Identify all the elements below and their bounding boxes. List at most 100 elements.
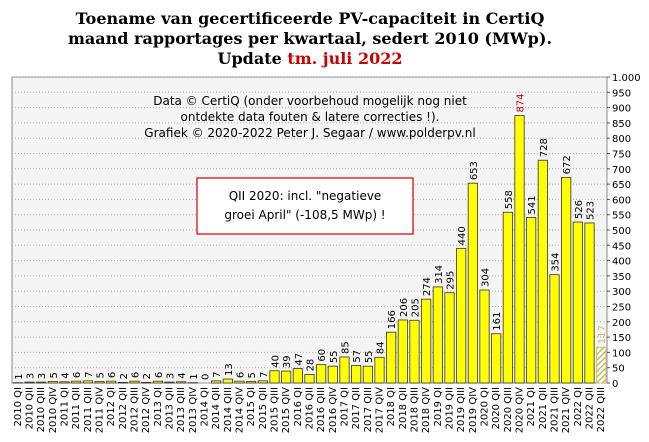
note-text: QII 2020: incl. "negatieve — [229, 189, 382, 203]
value-label: 166 — [387, 310, 398, 329]
x-tick-label: 2015 QIV — [281, 387, 292, 433]
x-tick-label: 2021 QI — [526, 387, 537, 426]
bar — [537, 159, 548, 384]
bar — [82, 380, 93, 384]
value-label: 295 — [446, 271, 457, 290]
x-tick-label: 2017 QIII — [363, 387, 374, 432]
x-tick-label: 2013 QIII — [176, 387, 187, 432]
title-line: Toename van gecertificeerde PV-capacitei… — [76, 9, 545, 28]
x-tick-label: 2010 QIII — [36, 387, 47, 432]
bar — [176, 381, 187, 384]
y-tick-label: 850 — [612, 119, 631, 130]
x-tick-label: 2012 QI — [106, 387, 117, 426]
annotation: ontdekte data fouten & latere correcties… — [181, 110, 440, 124]
value-label: 7 — [259, 371, 270, 377]
value-label: 60 — [317, 349, 328, 362]
x-tick-label: 2019 QII — [445, 387, 456, 429]
y-tick-label: 800 — [612, 134, 631, 145]
x-tick-label: 2017 QII — [351, 387, 362, 429]
y-tick-label: 0 — [612, 379, 618, 390]
value-label: 314 — [434, 265, 445, 284]
bar — [24, 381, 35, 384]
value-label: 5 — [247, 372, 258, 378]
bar — [71, 380, 82, 384]
x-tick-label: 2015 QII — [258, 387, 269, 429]
bar — [164, 381, 175, 384]
x-tick-label: 2021 QIV — [561, 387, 572, 433]
x-tick-label: 2010 QII — [25, 387, 36, 429]
value-label: 3 — [37, 373, 48, 379]
y-tick-label: 700 — [612, 165, 631, 176]
title-line: Update tm. juli 2022 — [218, 49, 403, 68]
x-tick-label: 2014 QIV — [235, 387, 246, 433]
value-label: 526 — [574, 200, 585, 219]
value-label: 55 — [329, 350, 340, 363]
bar — [362, 365, 373, 384]
value-label: 6 — [154, 372, 165, 378]
x-tick-label: 2015 QI — [246, 387, 257, 426]
value-label: 2 — [119, 373, 130, 379]
value-label: 1 — [14, 373, 25, 379]
value-label: 728 — [539, 138, 550, 157]
x-tick-label: 2021 QII — [538, 387, 549, 429]
x-tick-label: 2012 QIII — [130, 387, 141, 432]
x-tick-label: 2021 QIII — [550, 387, 561, 432]
value-label: 13 — [224, 363, 235, 376]
y-tick-label: 400 — [612, 257, 631, 268]
bar — [596, 346, 607, 384]
value-label: 3 — [166, 373, 177, 379]
value-label: 304 — [481, 268, 492, 287]
bar — [444, 292, 455, 384]
value-label: 2 — [142, 373, 153, 379]
bar — [432, 286, 443, 384]
value-label: 653 — [469, 161, 480, 180]
bar — [549, 274, 560, 384]
bar — [327, 365, 338, 384]
value-label: 7 — [84, 371, 95, 377]
y-tick-label: 650 — [612, 180, 631, 191]
y-tick-label: 250 — [612, 303, 631, 314]
x-tick-label: 2019 QIII — [456, 387, 467, 432]
x-tick-label: 2010 QIV — [48, 387, 59, 433]
bar — [467, 182, 478, 384]
bar — [141, 381, 152, 384]
value-label: 39 — [282, 355, 293, 368]
x-tick-label: 2014 QIII — [223, 387, 234, 432]
bar — [117, 381, 128, 384]
value-label: 5 — [49, 372, 60, 378]
bar — [94, 381, 105, 384]
bar — [456, 247, 467, 384]
x-tick-label: 2016 QIV — [328, 387, 339, 433]
bar — [269, 370, 280, 384]
bar — [409, 319, 420, 384]
bar — [491, 333, 502, 384]
value-label: 84 — [376, 342, 387, 355]
x-tick-label: 2018 QIII — [410, 387, 421, 432]
value-label: 47 — [294, 353, 305, 366]
y-tick-label: 450 — [612, 241, 631, 252]
x-tick-label: 2013 QIV — [188, 387, 199, 433]
title-line: maand rapportages per kwartaal, sedert 2… — [68, 29, 552, 48]
x-tick-label: 2015 QIII — [270, 387, 281, 432]
y-tick-label: 50 — [612, 364, 625, 375]
value-label: 206 — [399, 298, 410, 317]
y-tick-label: 300 — [612, 287, 631, 298]
x-tick-label: 2020 QIV — [515, 387, 526, 433]
value-label: 5 — [96, 372, 107, 378]
x-tick-label: 2011 QII — [71, 387, 82, 429]
note-box — [196, 177, 414, 235]
bar — [502, 211, 513, 384]
x-tick-label: 2016 QIII — [316, 387, 327, 432]
x-tick-label: 2020 QIII — [503, 387, 514, 432]
x-tick-label: 2010 QI — [13, 387, 24, 426]
x-tick-label: 2022 QI — [573, 387, 584, 426]
x-tick-label: 2017 QI — [340, 387, 351, 426]
value-label: 558 — [504, 190, 515, 209]
annotation: Data © CertiQ (onder voorbehoud mogelijk… — [153, 94, 467, 108]
x-tick-label: 2016 QII — [305, 387, 316, 429]
bar — [234, 380, 245, 384]
note-text: groei April" (-108,5 MWp) ! — [224, 208, 385, 222]
value-label: 541 — [527, 195, 538, 214]
bar — [304, 374, 315, 384]
